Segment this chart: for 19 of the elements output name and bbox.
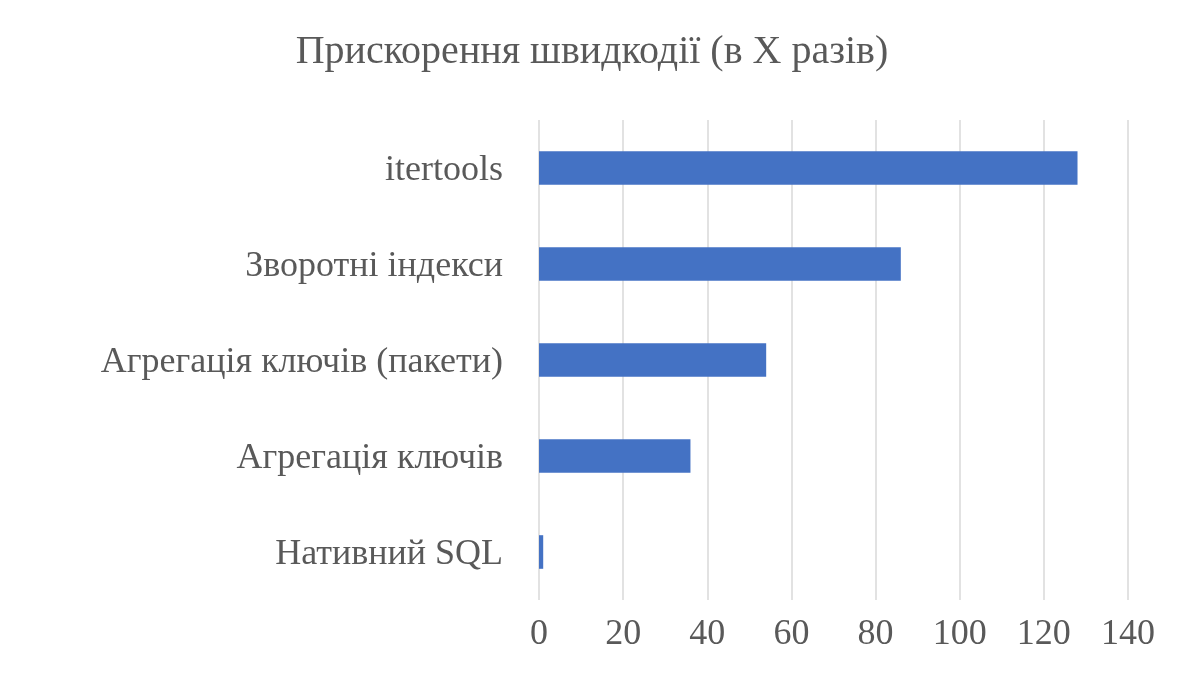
bar bbox=[539, 535, 544, 569]
x-tick-label: 60 bbox=[773, 612, 810, 652]
x-tick-label: 100 bbox=[932, 612, 987, 652]
bar bbox=[539, 151, 1078, 185]
chart-title: Прискорення швидкодії (в X разів) bbox=[295, 26, 889, 72]
y-tick-label: Зворотні індекси bbox=[245, 244, 503, 284]
y-tick-label: Агрегація ключів bbox=[236, 436, 503, 476]
bar bbox=[539, 343, 767, 377]
y-tick-label: Нативний SQL bbox=[275, 532, 503, 572]
x-tick-label: 140 bbox=[1101, 612, 1155, 652]
x-tick-label: 120 bbox=[1016, 612, 1071, 652]
x-tick-label: 40 bbox=[689, 612, 726, 652]
x-tick-label: 0 bbox=[530, 612, 548, 652]
bar bbox=[539, 247, 901, 281]
y-tick-label: itertools bbox=[385, 148, 503, 188]
x-tick-label: 80 bbox=[857, 612, 894, 652]
y-tick-label: Агрегація ключів (пакети) bbox=[100, 340, 503, 380]
x-tick-label: 20 bbox=[605, 612, 642, 652]
bar bbox=[539, 439, 691, 473]
